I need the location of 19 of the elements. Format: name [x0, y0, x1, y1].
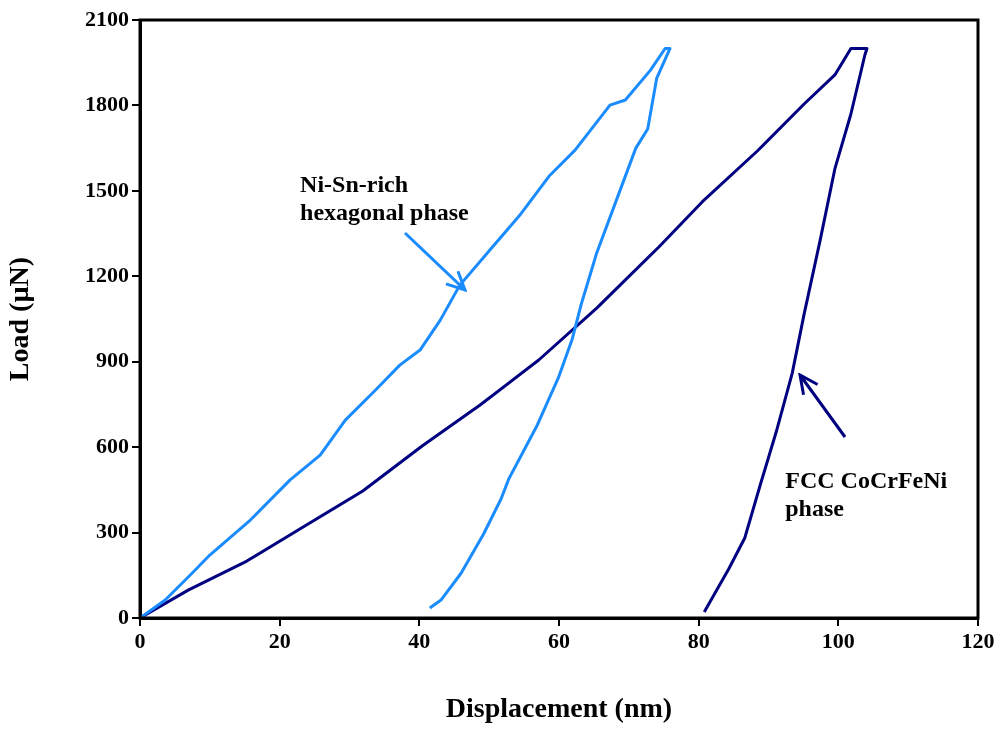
y-tick-label: 300	[96, 518, 129, 544]
x-tick-label: 0	[134, 627, 146, 653]
y-tick-label: 0	[118, 603, 129, 629]
y-axis-title: Load (µN)	[3, 256, 35, 382]
x-tick-label: 40	[408, 627, 431, 653]
y-tick-label: 2100	[85, 5, 129, 31]
y-tick-label: 1800	[85, 91, 129, 117]
y-tick-label: 1200	[85, 261, 129, 287]
annotation: FCC CoCrFeNi phase	[785, 466, 948, 521]
x-tick-label: 80	[687, 627, 710, 653]
y-tick-label: 900	[96, 347, 129, 373]
x-tick-label: 100	[821, 627, 855, 653]
x-tick-label: 20	[268, 627, 291, 653]
annotation: Ni-Sn-rich hexagonal phase	[300, 171, 470, 226]
x-axis-title: Displacement (nm)	[445, 692, 673, 724]
x-tick-label: 60	[548, 627, 570, 653]
y-tick-label: 1500	[85, 176, 129, 202]
x-tick-label: 120	[961, 627, 995, 653]
y-tick-label: 600	[96, 432, 129, 458]
